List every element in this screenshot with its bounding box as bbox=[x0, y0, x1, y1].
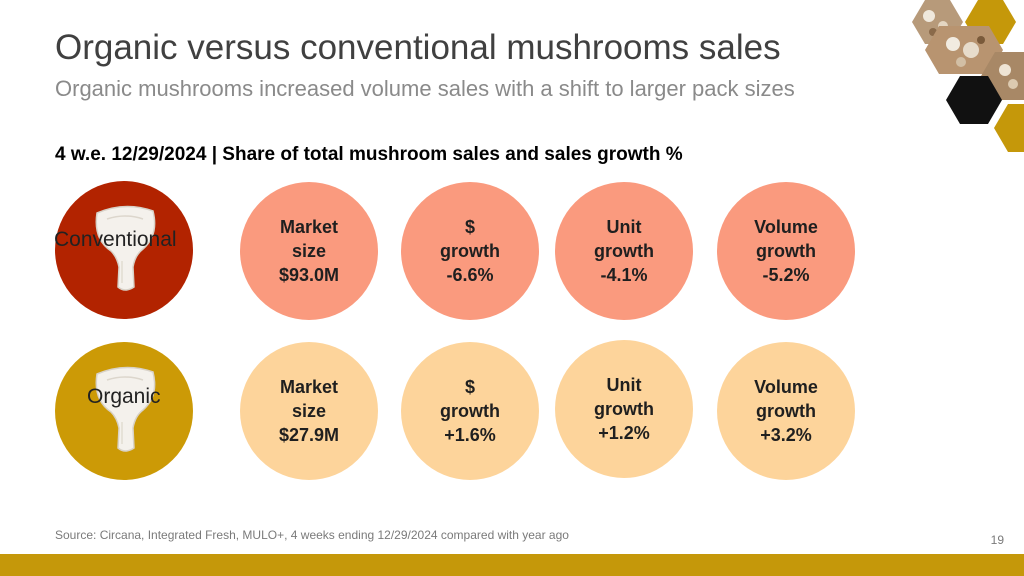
org-stat-circle: Market size $27.9M bbox=[240, 342, 378, 480]
stat-label-line: Unit bbox=[606, 375, 642, 395]
stat-text: Volume growth +3.2% bbox=[754, 375, 818, 447]
stat-label-line: Market bbox=[279, 217, 338, 237]
stat-text: Unit growth -4.1% bbox=[594, 215, 654, 287]
page-number: 19 bbox=[990, 533, 1004, 547]
org-icon-circle bbox=[55, 342, 193, 480]
source-note: Source: Circana, Integrated Fresh, MULO+… bbox=[55, 528, 569, 542]
stat-text: Market size $27.9M bbox=[279, 375, 339, 447]
conv-stat-circle: Market size $93.0M bbox=[240, 182, 378, 320]
stat-value: -4.1% bbox=[600, 265, 648, 285]
org-stat-circle: $ growth +1.6% bbox=[401, 342, 539, 480]
section-heading: 4 w.e. 12/29/2024 | Share of total mushr… bbox=[55, 144, 683, 165]
conv-icon-circle bbox=[55, 181, 193, 319]
mushroom-icon bbox=[95, 366, 156, 452]
stat-text: Volume growth -5.2% bbox=[754, 215, 818, 287]
mushroom-icon bbox=[95, 205, 156, 291]
stat-label-line: growth bbox=[756, 241, 816, 261]
hexagon-photo-icon bbox=[912, 0, 1024, 152]
org-stat-circle: Unit growth +1.2% bbox=[555, 340, 693, 478]
stat-label-line: size bbox=[291, 401, 326, 421]
slide-subtitle: Organic mushrooms increased volume sales… bbox=[55, 76, 795, 101]
footer-bar bbox=[0, 554, 1024, 576]
stat-value: -6.6% bbox=[446, 265, 494, 285]
stat-value: +1.2% bbox=[598, 423, 650, 443]
stat-text: $ growth +1.6% bbox=[440, 375, 500, 447]
stat-value: $27.9M bbox=[278, 425, 340, 445]
stat-label-line: Volume bbox=[754, 217, 818, 237]
stat-value: $93.0M bbox=[278, 265, 340, 285]
stat-text: $ growth -6.6% bbox=[440, 215, 500, 287]
stat-label-line: Volume bbox=[754, 377, 818, 397]
slide-title: Organic versus conventional mushrooms sa… bbox=[55, 28, 781, 67]
stat-text: Market size $93.0M bbox=[279, 215, 339, 287]
stat-label-line: growth bbox=[594, 399, 654, 419]
stat-label-line: growth bbox=[440, 401, 500, 421]
stat-label-line: $ bbox=[464, 377, 475, 397]
stat-label-line: Unit bbox=[606, 217, 642, 237]
org-stat-circle: Volume growth +3.2% bbox=[717, 342, 855, 480]
stat-value: -5.2% bbox=[762, 265, 810, 285]
stat-label-line: growth bbox=[440, 241, 500, 261]
stat-label-line: growth bbox=[594, 241, 654, 261]
stat-label-line: size bbox=[291, 241, 326, 261]
stat-text: Unit growth +1.2% bbox=[594, 373, 654, 445]
stat-value: +3.2% bbox=[760, 425, 812, 445]
stat-label-line: growth bbox=[756, 401, 816, 421]
stat-label-line: Market bbox=[279, 377, 338, 397]
org-row-label: Organic bbox=[87, 385, 161, 408]
conv-stat-circle: $ growth -6.6% bbox=[401, 182, 539, 320]
conv-row-label: Conventional bbox=[54, 228, 177, 251]
stat-value: +1.6% bbox=[444, 425, 496, 445]
conv-stat-circle: Unit growth -4.1% bbox=[555, 182, 693, 320]
stat-label-line: $ bbox=[464, 217, 475, 237]
conv-stat-circle: Volume growth -5.2% bbox=[717, 182, 855, 320]
